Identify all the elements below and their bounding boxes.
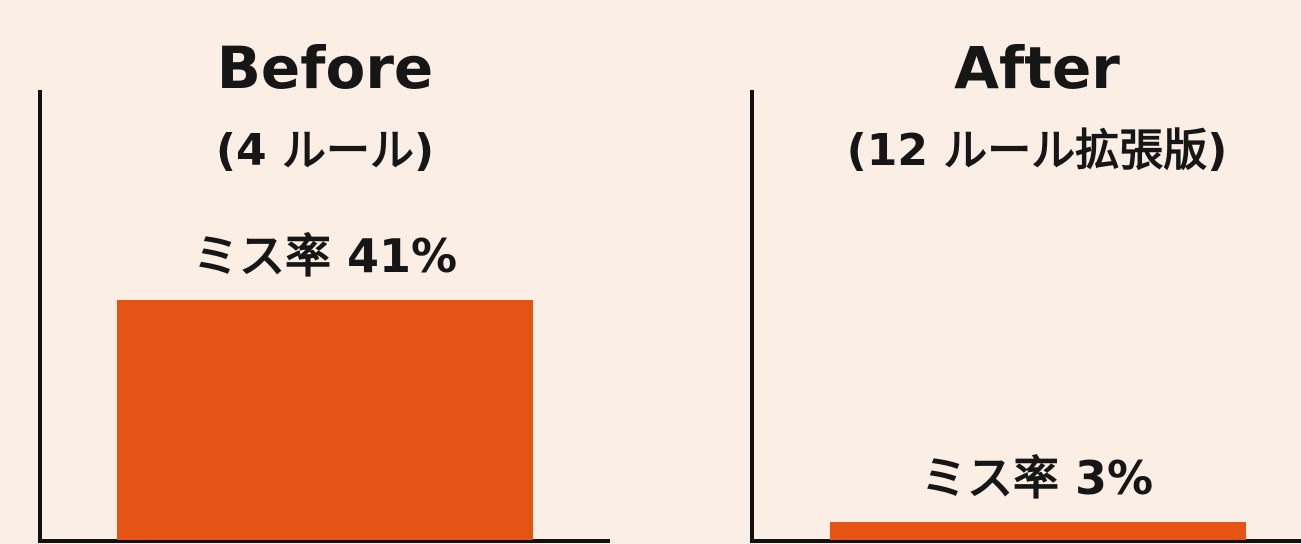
panel-subtitle-after: (12 ルール拡張版) xyxy=(847,125,1228,176)
bar-label-after: ミス率 3% xyxy=(921,451,1153,505)
panel-subtitle-before: (4 ルール) xyxy=(216,125,434,176)
bar-before xyxy=(117,300,533,540)
panel-title-before: Before xyxy=(217,34,434,102)
panel-title-after: After xyxy=(954,34,1120,102)
bar-after xyxy=(830,522,1246,540)
chart-panel-after: After (12 ルール拡張版) ミス率 3% xyxy=(750,34,1301,543)
bar-label-before: ミス率 41% xyxy=(193,229,457,283)
chart-panel-before: Before (4 ルール) ミス率 41% xyxy=(38,34,610,543)
